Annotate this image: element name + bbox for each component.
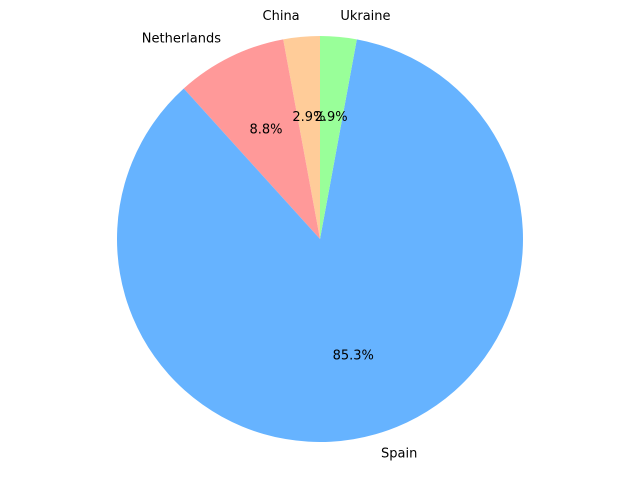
slice-label-ukraine: Ukraine: [340, 9, 390, 24]
pie-slice-spain: [116, 39, 523, 442]
slice-label-spain: Spain: [381, 446, 417, 461]
pie-slice-netherlands: [183, 39, 320, 239]
slice-label-china: China: [263, 9, 300, 24]
pie-slice-china: [283, 36, 320, 239]
slice-pct-spain: 85.3%: [333, 349, 374, 364]
slice-label-netherlands: Netherlands: [142, 31, 221, 46]
pie-slice-ukraine: [320, 36, 357, 239]
slice-pct-ukraine: 2.9%: [315, 110, 348, 125]
slice-pct-netherlands: 8.8%: [250, 122, 283, 137]
slice-pct-china: 2.9%: [292, 110, 325, 125]
